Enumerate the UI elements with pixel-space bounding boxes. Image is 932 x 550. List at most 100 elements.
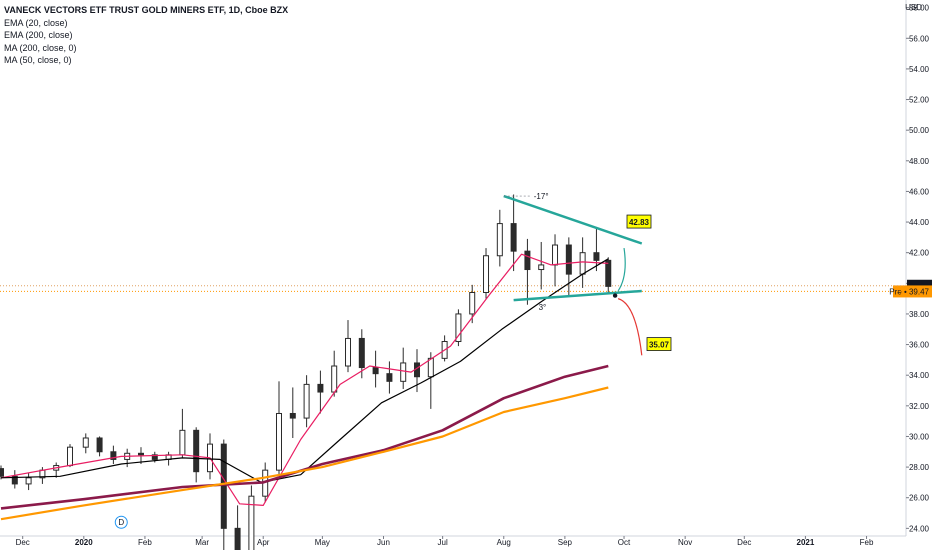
ema20-line — [0, 253, 609, 506]
candle-body — [605, 259, 612, 287]
candle-body — [400, 362, 407, 382]
candle-body — [193, 429, 200, 473]
candle-body — [565, 244, 572, 275]
x-tick-label: Sep — [558, 538, 573, 547]
ma200-line — [0, 386, 609, 521]
candle-body — [483, 255, 490, 294]
lower-angle-label: 3° — [539, 303, 547, 312]
trendline-lower — [513, 289, 642, 302]
y-tick-label: 54.00 — [909, 65, 930, 74]
candle-body — [82, 437, 89, 448]
pre-market-badge — [893, 285, 932, 298]
candle-body — [275, 412, 282, 471]
y-tick-label: 30.00 — [909, 432, 930, 441]
candle-body — [331, 365, 338, 393]
y-tick-label: 44.00 — [909, 218, 930, 227]
x-tick-label: Dec — [737, 538, 751, 547]
y-tick-label: 28.00 — [909, 463, 930, 472]
legend-ema200[interactable]: EMA (200, close) — [4, 30, 73, 40]
x-tick-label: Jun — [377, 538, 390, 547]
legend-ma200[interactable]: MA (200, close, 0) — [4, 42, 77, 53]
ema200-line — [0, 364, 609, 510]
x-tick-label: Dec — [16, 538, 30, 547]
x-tick-label: Apr — [257, 538, 270, 547]
candle-body — [386, 373, 393, 382]
chart-title: VANECK VECTORS ETF TRUST GOLD MINERS ETF… — [4, 5, 289, 15]
candle-body — [427, 357, 434, 378]
target-up-callout-box — [626, 214, 652, 229]
candle-body — [0, 468, 4, 477]
x-tick-label: 2021 — [797, 538, 815, 547]
candle-body — [110, 451, 117, 460]
candle-body — [345, 337, 352, 367]
y-tick-label: 42.00 — [909, 249, 930, 258]
y-tick-label: 36.00 — [909, 341, 930, 350]
legend-ema20[interactable]: EMA (20, close) — [4, 17, 68, 28]
candle-body — [358, 337, 365, 369]
y-tick-label: 34.00 — [909, 371, 930, 380]
x-tick-label: May — [315, 538, 330, 547]
x-tick-label: Feb — [860, 538, 874, 547]
upper-angle-label: -17° — [534, 192, 549, 201]
candle-body — [303, 383, 310, 419]
candle-body — [220, 443, 227, 529]
candle-body — [455, 313, 462, 343]
target-down-callout-text: 35.07 — [649, 341, 670, 350]
legend-ma50[interactable]: MA (50, close, 0) — [4, 55, 72, 65]
projection-down-arrow — [617, 298, 643, 356]
pre-market-text: Pre • 39.47 — [889, 287, 929, 296]
candle-body — [11, 475, 18, 485]
plot-area — [0, 194, 906, 550]
chart-legend: VANECK VECTORS ETF TRUST GOLD MINERS ETF… — [4, 4, 288, 67]
target-up-callout-text: 42.83 — [629, 218, 650, 227]
x-tick-label: Nov — [678, 538, 692, 547]
candle-body — [496, 223, 503, 257]
y-tick-label: 50.00 — [909, 126, 930, 135]
y-tick-label: 52.00 — [909, 96, 930, 105]
candle-body — [289, 412, 296, 419]
candle-body — [96, 437, 103, 453]
x-tick-label: 2020 — [75, 538, 93, 547]
annotations: -17° 3° 42.83 35.07 D — [114, 192, 672, 529]
y-tick-label: 48.00 — [909, 157, 930, 166]
candle-body — [593, 252, 600, 261]
candle-body — [524, 250, 531, 271]
x-tick-label: Feb — [138, 538, 152, 547]
earnings-marker-icon — [114, 515, 128, 529]
trendline-upper — [503, 194, 643, 245]
earnings-marker-label: D — [118, 518, 124, 527]
target-down-callout: 35.07 — [646, 337, 672, 351]
ma50-line — [0, 258, 609, 483]
projection-origin-dot — [612, 293, 618, 298]
candle-body — [67, 446, 74, 467]
x-tick-label: Mar — [195, 538, 209, 547]
currency-label: USD — [905, 3, 922, 12]
candle-body — [579, 252, 586, 275]
candle-body — [248, 495, 255, 550]
candle-body — [469, 292, 476, 315]
y-tick-label: 46.00 — [909, 187, 930, 196]
candle-body — [137, 452, 144, 456]
projection-up-arrow — [617, 248, 626, 292]
y-tick-label: 56.00 — [909, 34, 930, 43]
candle-body — [179, 429, 186, 456]
x-tick-label: Oct — [618, 538, 631, 547]
x-tick-label: Aug — [497, 538, 511, 547]
y-tick-label: 32.00 — [909, 402, 930, 411]
x-tick-label: Jul — [438, 538, 448, 547]
y-tick-label: 38.00 — [909, 310, 930, 319]
target-down-callout-box — [646, 337, 672, 351]
y-tick-label: 26.00 — [909, 494, 930, 503]
y-tick-label: 58.00 — [909, 4, 930, 13]
candle-body — [151, 454, 158, 460]
target-up-callout: 42.83 — [626, 214, 652, 229]
candle-body — [552, 244, 559, 266]
candle-body — [538, 264, 545, 271]
candle-body — [317, 383, 324, 393]
candle-body — [510, 223, 517, 252]
y-tick-label: 24.00 — [909, 524, 930, 533]
candle-body — [234, 527, 241, 550]
candle-body — [372, 367, 379, 375]
